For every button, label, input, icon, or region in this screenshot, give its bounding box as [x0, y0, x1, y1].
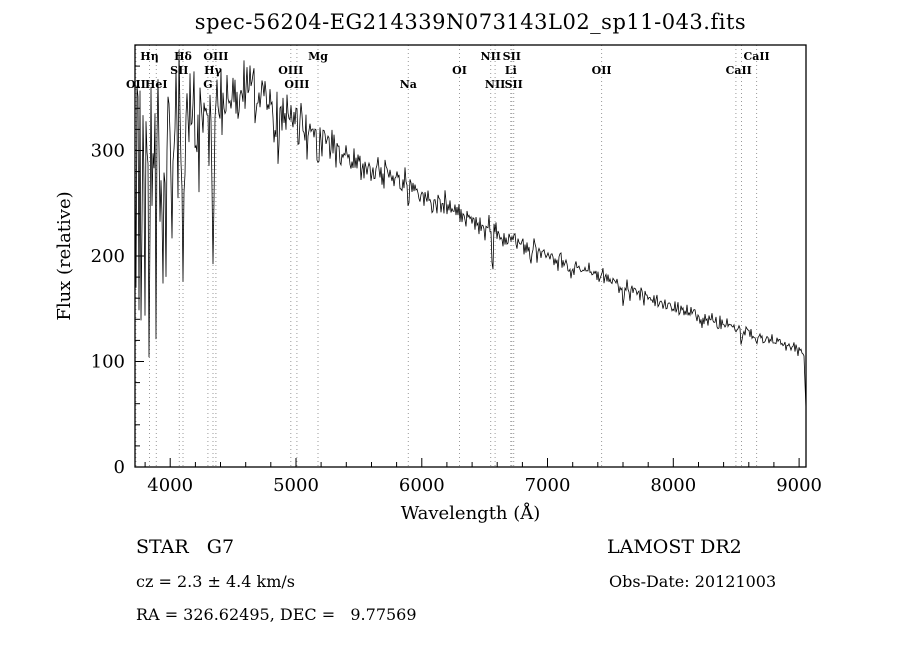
marker-label: Na — [400, 78, 417, 91]
plot-title: spec-56204-EG214339N073143L02_sp11-043.f… — [194, 10, 747, 34]
marker-label: CaII — [726, 64, 752, 77]
ra-dec-value: RA = 326.62495, DEC = 9.77569 — [136, 605, 417, 624]
marker-label: Hδ — [174, 50, 192, 63]
marker-label: NII — [485, 78, 505, 91]
survey-label: LAMOST DR2 — [607, 536, 742, 558]
obs-date: Obs-Date: 20121003 — [609, 572, 777, 591]
marker-label: NII — [481, 50, 501, 63]
marker-label: OIII — [203, 50, 228, 63]
marker-label: Hη — [140, 50, 158, 63]
marker-label: SII — [505, 78, 523, 91]
marker-lines — [135, 45, 758, 467]
marker-label: OIII — [284, 78, 309, 91]
y-tick-label: 100 — [91, 352, 125, 373]
x-tick-label: 6000 — [399, 475, 445, 496]
object-class-label: STAR G7 — [136, 536, 235, 558]
x-tick-label: 8000 — [650, 475, 696, 496]
marker-label: G — [203, 78, 212, 91]
marker-label: OI — [452, 64, 467, 77]
marker-label: Li — [505, 64, 517, 77]
x-tick-label: 9000 — [776, 475, 822, 496]
marker-label: OII — [126, 78, 146, 91]
x-tick-label: 7000 — [525, 475, 571, 496]
y-tick-label: 300 — [91, 141, 125, 162]
cz-value: cz = 2.3 ± 4.4 km/s — [136, 572, 295, 591]
x-axis-title: Wavelength (Å) — [401, 502, 541, 524]
marker-label: Mg — [308, 50, 328, 63]
x-tick-label: 5000 — [273, 475, 319, 496]
x-tick-label: 4000 — [147, 475, 193, 496]
y-axis-title: Flux (relative) — [54, 191, 75, 320]
y-tick-label: 0 — [114, 457, 125, 478]
marker-label: Hγ — [204, 64, 222, 77]
marker-label: CaII — [744, 50, 770, 63]
y-tick-label: 200 — [91, 246, 125, 267]
marker-label: OIII — [278, 64, 303, 77]
marker-label: SII — [503, 50, 521, 63]
spectrum-trace — [134, 50, 807, 410]
marker-label: HeI — [145, 78, 168, 91]
marker-label: OII — [592, 64, 612, 77]
